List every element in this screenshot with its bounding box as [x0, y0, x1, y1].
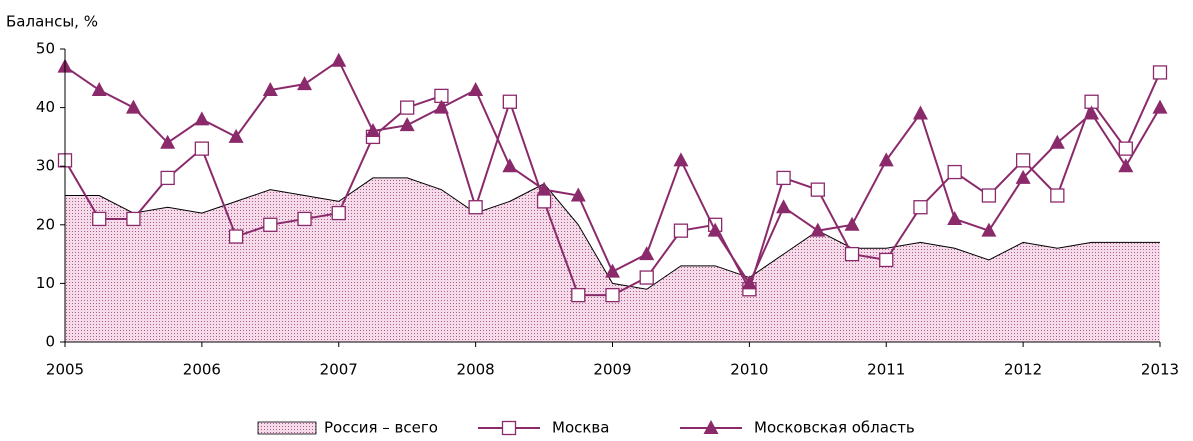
- data-point: [468, 200, 483, 215]
- data-point: [844, 246, 860, 262]
- data-point: [160, 170, 175, 186]
- x-tick-label: 2006: [183, 361, 221, 379]
- x-tick-label: 2007: [320, 361, 358, 379]
- data-point: [810, 222, 826, 237]
- data-point: [1118, 158, 1134, 173]
- data-point: [673, 223, 689, 238]
- x-tick-label: 2011: [867, 361, 905, 379]
- data-point: [365, 123, 381, 138]
- y-tick-label: 20: [36, 215, 55, 233]
- data-point: [399, 117, 415, 132]
- data-point: [502, 158, 518, 173]
- data-point: [536, 194, 552, 209]
- x-tick-label: 2012: [1004, 361, 1042, 379]
- data-point: [605, 287, 620, 303]
- data-point: [570, 187, 586, 202]
- area-edge: [65, 177, 1160, 290]
- legend-label: Москва: [552, 419, 609, 437]
- legend-swatch: [257, 421, 317, 435]
- data-point: [776, 170, 791, 186]
- data-point: [1118, 141, 1133, 156]
- data-point: [1015, 169, 1031, 184]
- data-point: [981, 188, 997, 203]
- y-tick-label: 10: [36, 274, 55, 292]
- data-point: [639, 270, 654, 285]
- data-point: [263, 217, 278, 232]
- data-point: [947, 210, 963, 225]
- y-tick-label: 30: [36, 157, 55, 175]
- data-point: [194, 141, 210, 156]
- data-point: [262, 82, 278, 97]
- y-tick-label: 0: [45, 333, 55, 351]
- data-point: [947, 164, 962, 180]
- data-point: [673, 152, 689, 167]
- data-point: [1152, 65, 1168, 80]
- data-point: [776, 199, 792, 214]
- data-point: [297, 76, 313, 91]
- data-point: [879, 252, 894, 268]
- data-point: [1050, 188, 1065, 203]
- data-point: [92, 211, 107, 227]
- data-point: [126, 211, 141, 227]
- x-tick-label: 2008: [457, 361, 495, 379]
- data-point: [1084, 105, 1100, 120]
- x-tick-label: 2005: [46, 361, 84, 379]
- data-point: [810, 182, 825, 197]
- data-point: [433, 99, 449, 114]
- data-point: [878, 152, 894, 167]
- data-point: [1152, 99, 1168, 114]
- data-point: [707, 222, 723, 237]
- data-point: [536, 181, 552, 196]
- data-point: [502, 94, 517, 109]
- data-point: [125, 99, 141, 114]
- data-point: [297, 211, 312, 227]
- data-point: [981, 222, 997, 237]
- x-tick-label: 2009: [593, 361, 631, 379]
- data-point: [160, 134, 176, 149]
- y-tick-label: 50: [36, 40, 55, 58]
- data-point: [91, 82, 107, 97]
- x-tick-label: 2013: [1141, 361, 1179, 379]
- data-point: [228, 128, 244, 143]
- x-tick-label: 2010: [730, 361, 768, 379]
- data-point: [639, 246, 655, 261]
- data-point: [468, 82, 484, 97]
- data-point: [331, 52, 347, 67]
- data-point: [912, 105, 928, 120]
- data-point: [1015, 153, 1031, 168]
- legend-marker: [703, 420, 719, 434]
- legend-label: Московская область: [754, 419, 915, 437]
- data-point: [605, 263, 620, 278]
- data-point: [571, 287, 586, 303]
- y-axis-title: Балансы, %: [6, 13, 98, 31]
- data-point: [194, 111, 210, 126]
- data-point: [913, 200, 928, 215]
- y-tick-label: 40: [36, 98, 55, 116]
- legend-label: Россия – всего: [324, 419, 438, 437]
- data-point: [400, 100, 415, 115]
- legend-marker: [501, 420, 517, 436]
- data-point: [331, 205, 346, 221]
- data-point: [228, 229, 244, 244]
- data-point: [844, 216, 860, 231]
- data-point: [741, 275, 757, 290]
- data-point: [1049, 134, 1065, 149]
